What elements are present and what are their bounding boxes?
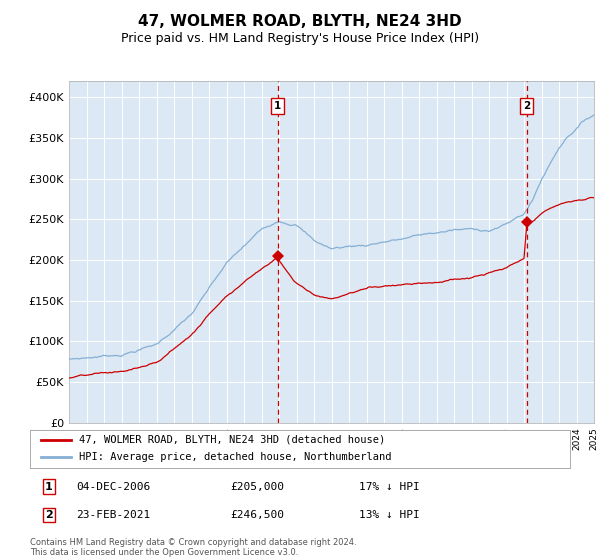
Text: Price paid vs. HM Land Registry's House Price Index (HPI): Price paid vs. HM Land Registry's House … — [121, 32, 479, 45]
Text: 04-DEC-2006: 04-DEC-2006 — [77, 482, 151, 492]
Text: 47, WOLMER ROAD, BLYTH, NE24 3HD: 47, WOLMER ROAD, BLYTH, NE24 3HD — [138, 14, 462, 29]
Text: 2: 2 — [523, 101, 530, 111]
Text: £205,000: £205,000 — [230, 482, 284, 492]
Text: 2: 2 — [45, 510, 53, 520]
Text: 17% ↓ HPI: 17% ↓ HPI — [359, 482, 419, 492]
Text: HPI: Average price, detached house, Northumberland: HPI: Average price, detached house, Nort… — [79, 452, 391, 463]
Text: Contains HM Land Registry data © Crown copyright and database right 2024.
This d: Contains HM Land Registry data © Crown c… — [30, 538, 356, 557]
Text: 47, WOLMER ROAD, BLYTH, NE24 3HD (detached house): 47, WOLMER ROAD, BLYTH, NE24 3HD (detach… — [79, 435, 385, 445]
Text: 1: 1 — [274, 101, 281, 111]
Text: 1: 1 — [45, 482, 53, 492]
Text: 23-FEB-2021: 23-FEB-2021 — [77, 510, 151, 520]
Text: 13% ↓ HPI: 13% ↓ HPI — [359, 510, 419, 520]
Text: £246,500: £246,500 — [230, 510, 284, 520]
